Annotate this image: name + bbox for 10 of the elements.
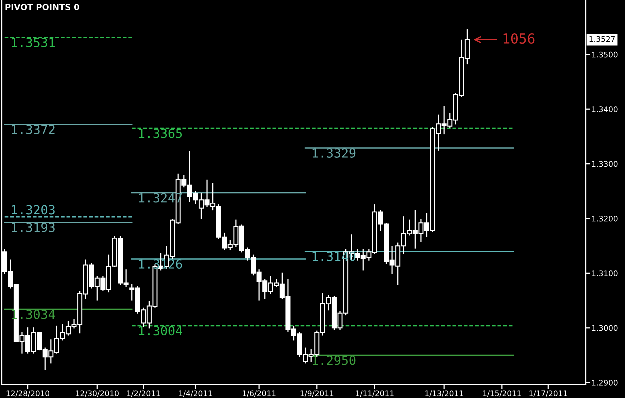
series-label: 1.2950 — [312, 356, 356, 366]
series-label: 1.3372 — [12, 124, 55, 134]
series-label: 1.3203 — [12, 205, 55, 215]
chart-title: PIVOT POINTS 0 — [6, 4, 80, 10]
annotation: 1056 — [504, 33, 535, 44]
series-label: 1.3531 — [12, 38, 55, 48]
series-label: 1.3329 — [312, 148, 356, 158]
series-label: 1.3193 — [12, 222, 55, 232]
series-label: 1.3004 — [139, 326, 182, 336]
series-label: 1.3365 — [139, 128, 182, 138]
